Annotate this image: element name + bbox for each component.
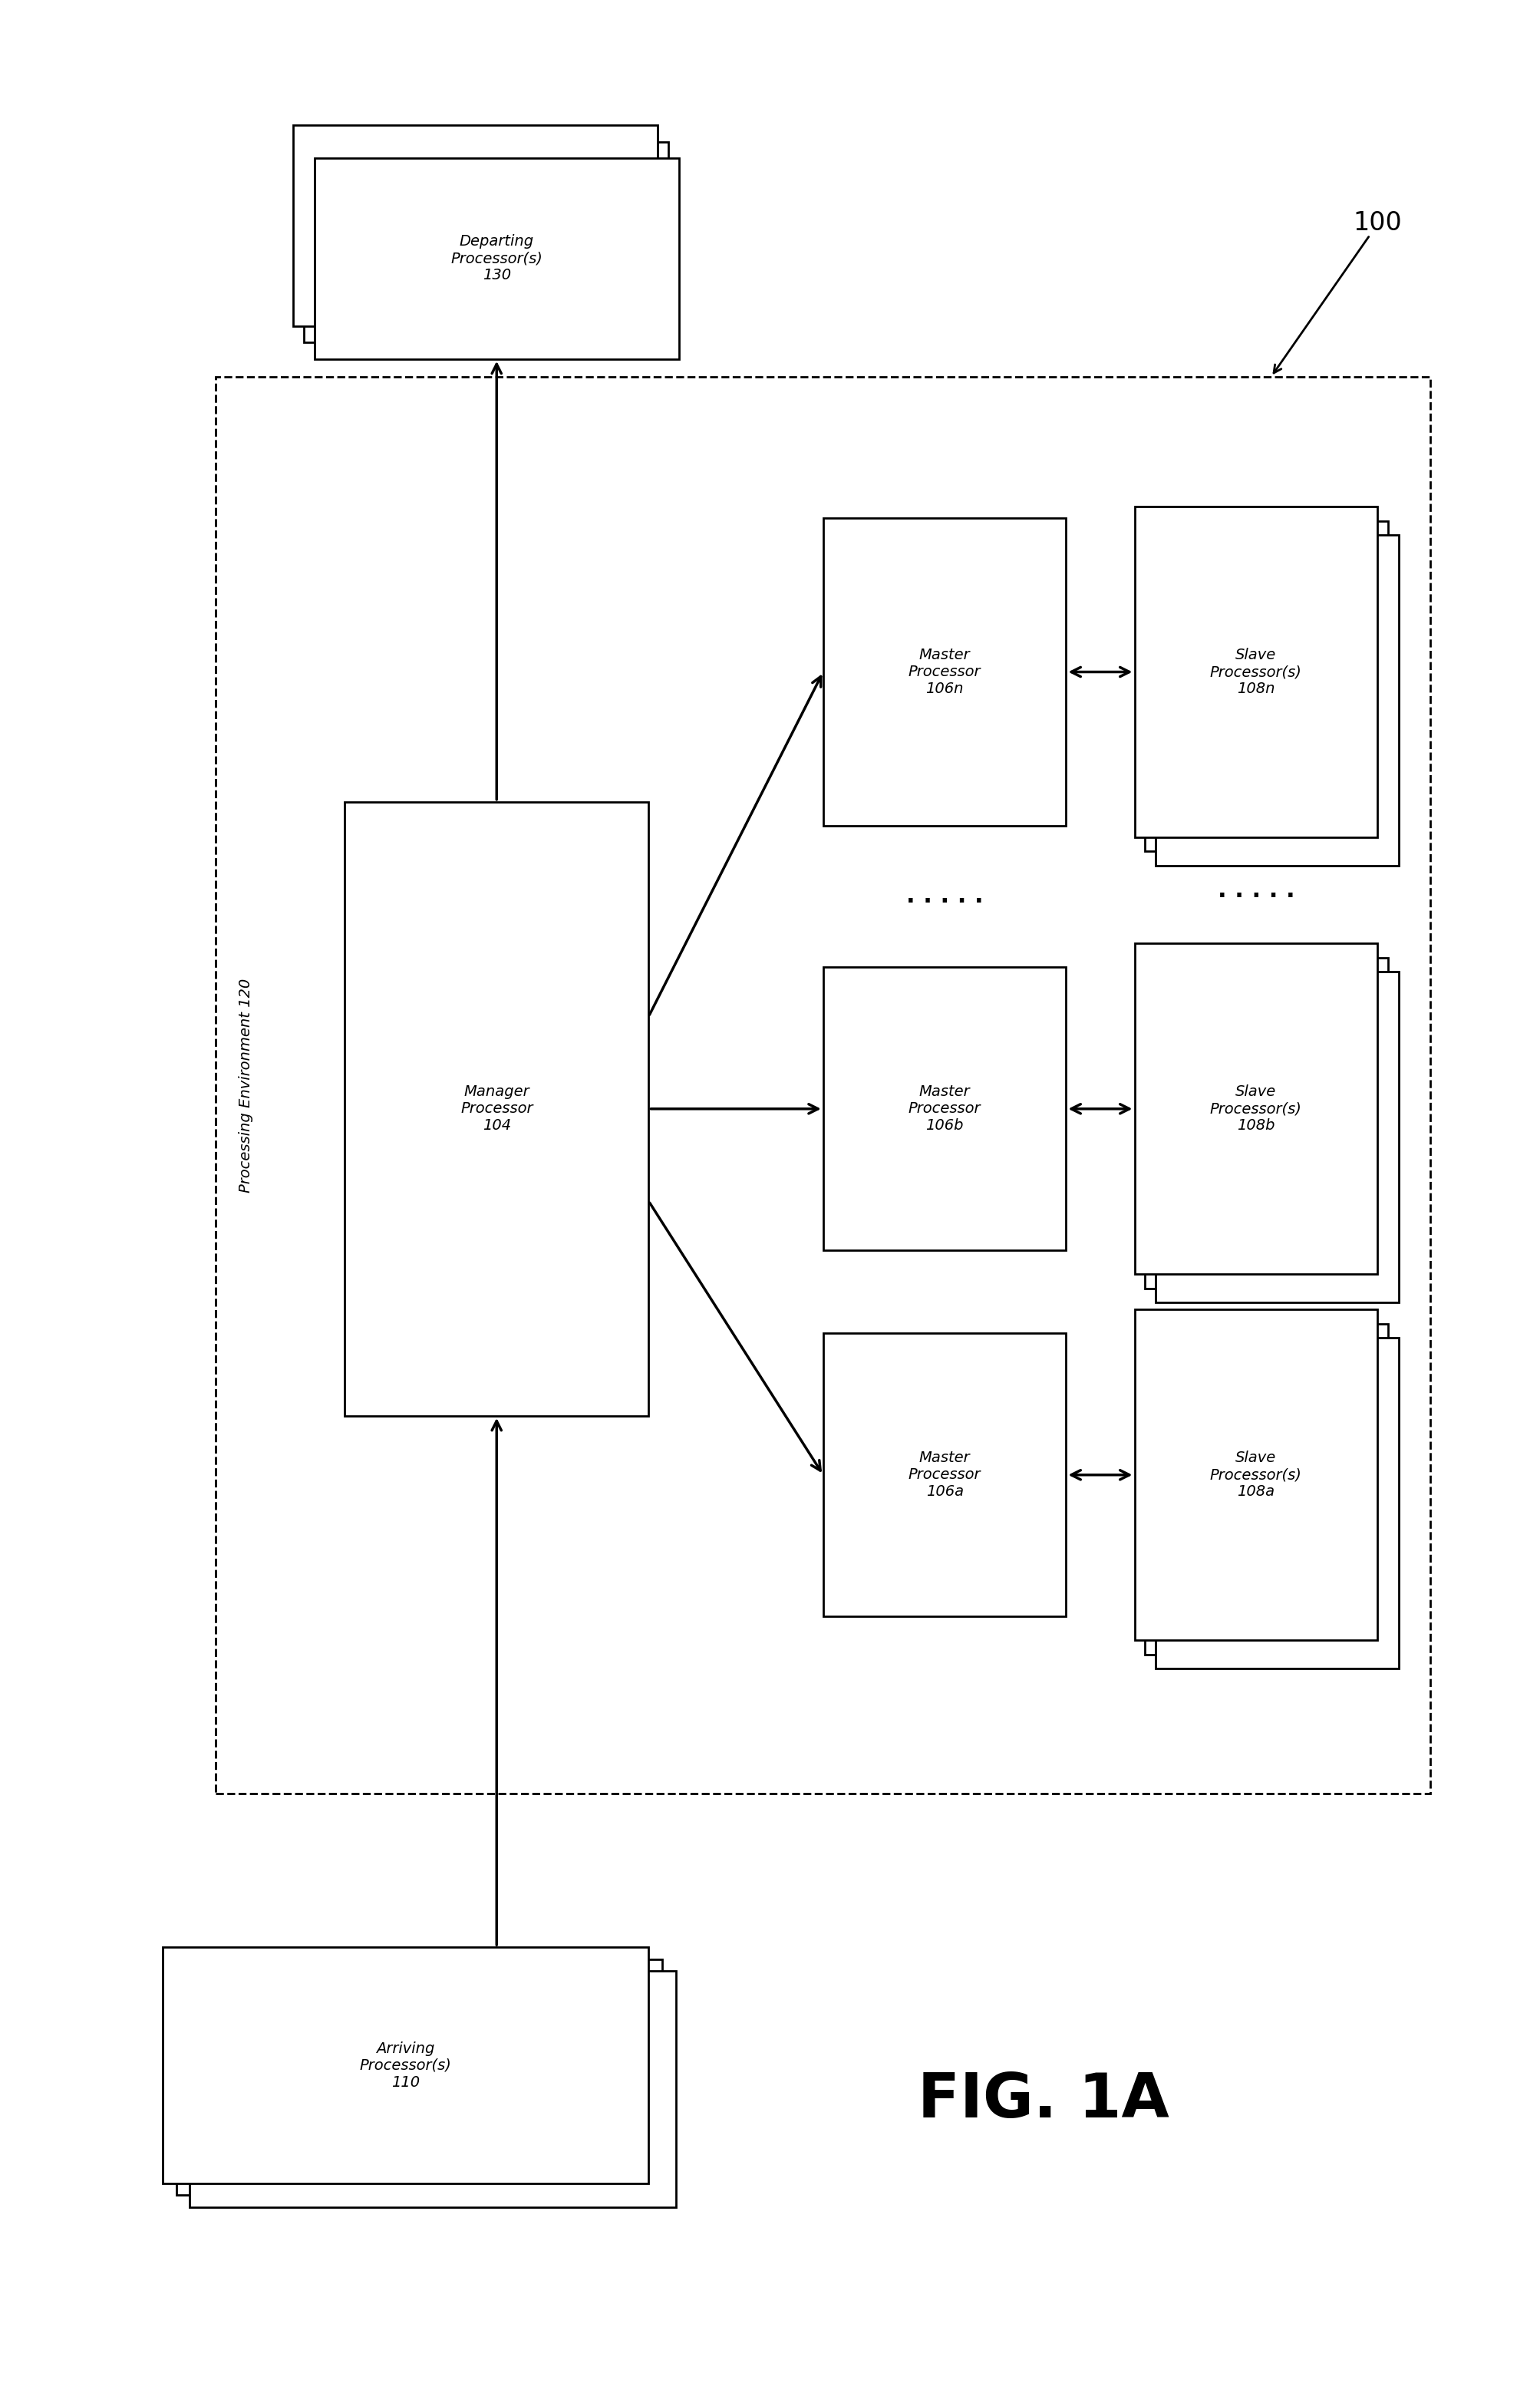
Bar	[824, 1332, 1066, 1616]
Text: Departing
Processor(s)
130: Departing Processor(s) 130	[451, 234, 542, 284]
Bar	[1146, 1323, 1388, 1654]
Text: . . . . .: . . . . .	[1218, 879, 1295, 901]
Bar	[1135, 1311, 1377, 1640]
Text: Slave
Processor(s)
108a: Slave Processor(s) 108a	[1210, 1451, 1301, 1499]
Bar	[1146, 958, 1388, 1289]
Bar	[1135, 508, 1377, 836]
Bar	[1155, 972, 1398, 1304]
Bar	[1155, 1337, 1398, 1668]
Bar	[824, 967, 1066, 1251]
Text: FIG. 1A: FIG. 1A	[918, 2071, 1169, 2130]
Text: Master
Processor
106b: Master Processor 106b	[909, 1084, 981, 1132]
Bar	[303, 141, 668, 343]
Text: Master
Processor
106a: Master Processor 106a	[909, 1451, 981, 1499]
Bar	[1146, 522, 1388, 851]
Text: Master
Processor
106n: Master Processor 106n	[909, 648, 981, 696]
Text: 100: 100	[1354, 210, 1401, 236]
Bar	[189, 1971, 676, 2207]
Bar	[216, 377, 1431, 1794]
Text: Manager
Processor
104: Manager Processor 104	[460, 1084, 533, 1132]
Text: Arriving
Processor(s)
110: Arriving Processor(s) 110	[359, 2042, 451, 2090]
Bar	[1135, 944, 1377, 1275]
Bar	[163, 1947, 648, 2183]
Text: Processing Environment 120: Processing Environment 120	[239, 977, 253, 1192]
Bar	[176, 1959, 662, 2195]
Bar	[293, 126, 658, 326]
Bar	[824, 519, 1066, 825]
Text: Slave
Processor(s)
108b: Slave Processor(s) 108b	[1210, 1084, 1301, 1132]
Bar	[1155, 534, 1398, 865]
Bar	[345, 801, 648, 1416]
Bar	[314, 157, 679, 360]
Text: Slave
Processor(s)
108n: Slave Processor(s) 108n	[1210, 648, 1301, 696]
Text: . . . . .: . . . . .	[906, 884, 983, 908]
